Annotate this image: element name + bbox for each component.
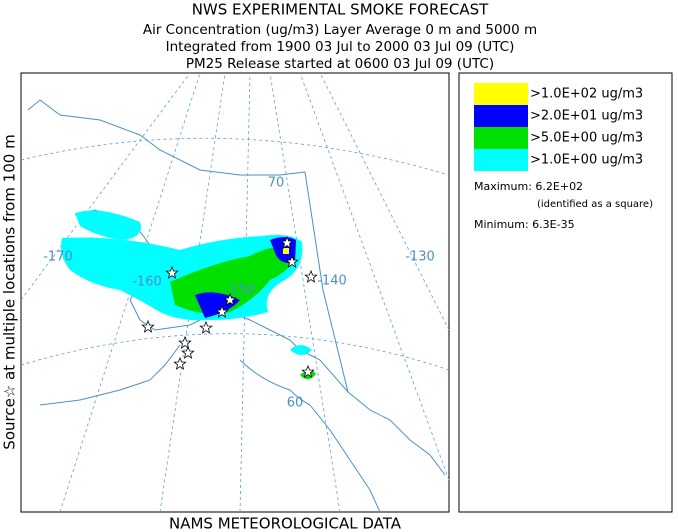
legend-label: >5.0E+00 ug/m3 — [530, 131, 643, 146]
subtitle: Air Concentration (ug/m3) Layer Average … — [143, 22, 537, 38]
legend-frame — [458, 72, 673, 513]
map: -170 -160 -150 -140 -130 70 60 — [20, 72, 450, 513]
maximum-note: (identified as a square) — [537, 199, 653, 210]
smoke-plume — [61, 210, 316, 380]
grid-label: -140 — [317, 274, 347, 289]
legend-label: >1.0E+02 ug/m3 — [530, 87, 643, 102]
grid-label: 70 — [268, 176, 285, 191]
grid-label: -150 — [225, 283, 255, 298]
grid-label: 60 — [287, 396, 304, 411]
minimum: Minimum: 6.3E-35 — [474, 218, 575, 231]
legend-swatch — [474, 83, 528, 105]
title: NWS EXPERIMENTAL SMOKE FORECAST — [192, 1, 489, 19]
maximum: Maximum: 6.2E+02 — [474, 180, 583, 193]
grid-label: -160 — [132, 275, 162, 290]
legend-label: >1.0E+00 ug/m3 — [530, 153, 643, 168]
grid-labels: -170 -160 -150 -140 -130 70 60 — [43, 176, 435, 411]
legend-swatch — [474, 127, 528, 149]
legend-label: >2.0E+01 ug/m3 — [530, 109, 643, 124]
legend-swatch — [474, 149, 528, 171]
footer: NAMS METEOROLOGICAL DATA — [169, 515, 402, 532]
grid-label: -170 — [43, 250, 73, 265]
subtitle: Integrated from 1900 03 Jul to 2000 03 J… — [166, 39, 515, 55]
legend-swatch — [474, 105, 528, 127]
subtitle: PM25 Release started at 0600 03 Jul 09 (… — [186, 56, 494, 72]
legend: Maximum: 6.2E+02 (identified as a square… — [458, 72, 673, 513]
header: NWS EXPERIMENTAL SMOKE FORECAST Air Conc… — [143, 1, 537, 73]
grid-label: -130 — [405, 250, 435, 265]
side-label: Source☆ at multiple locations from 100 m — [1, 134, 19, 449]
